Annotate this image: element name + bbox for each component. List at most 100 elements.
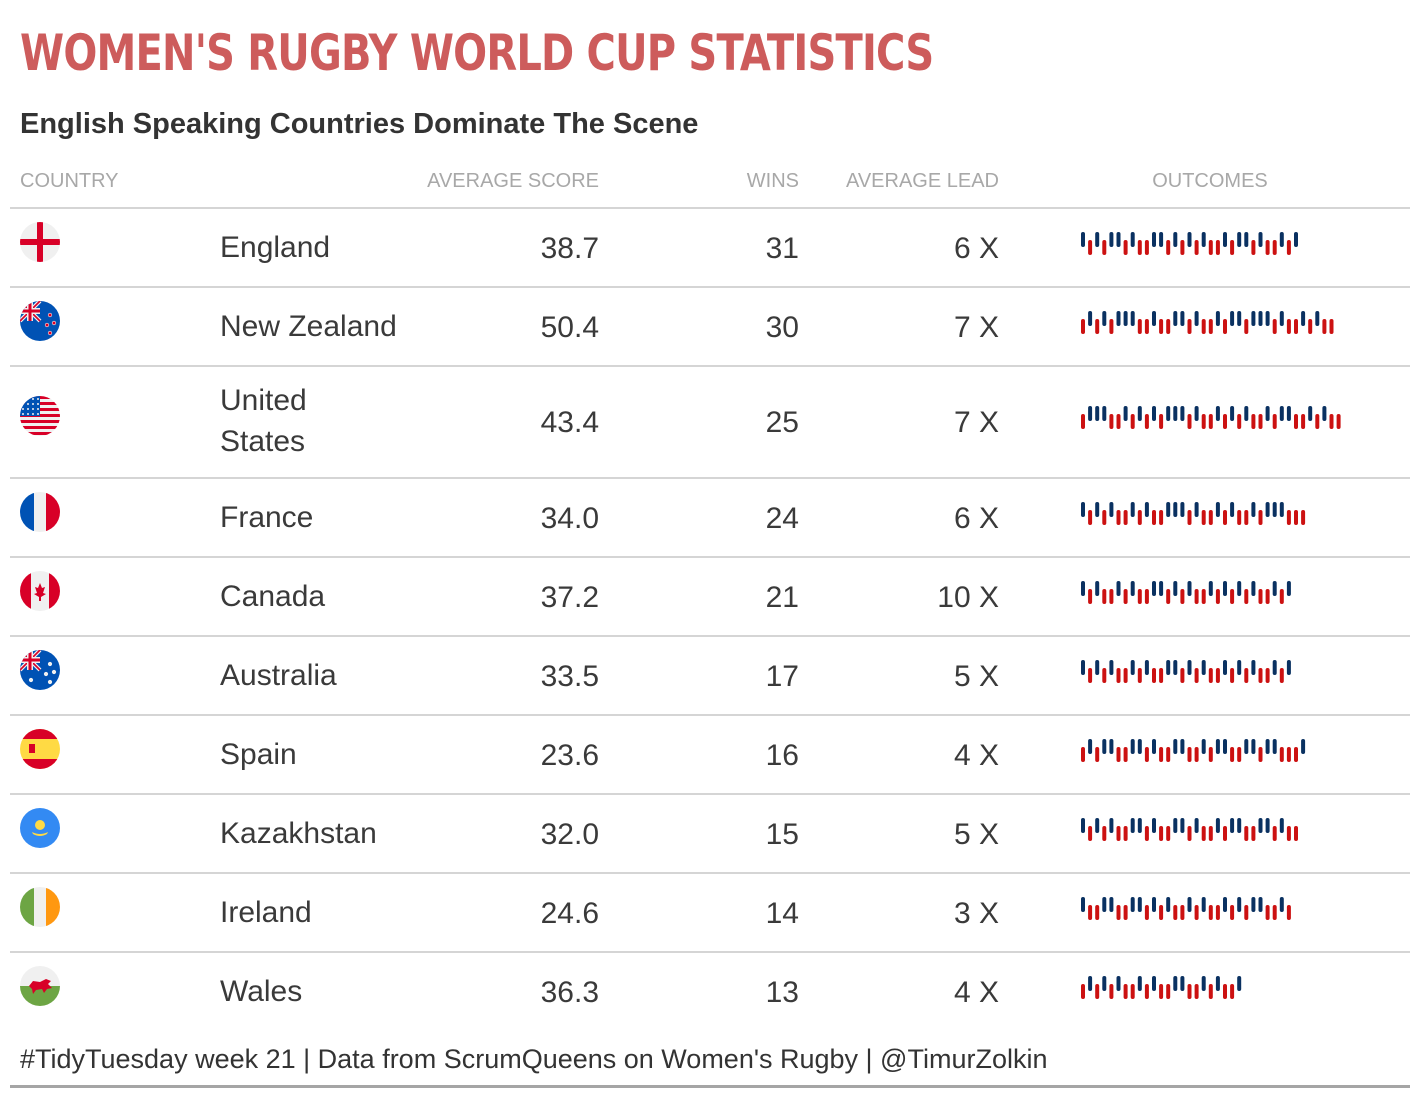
outcome-win-bar bbox=[1244, 739, 1249, 754]
outcome-win-bar bbox=[1279, 406, 1284, 421]
wins-value: 17 bbox=[765, 660, 799, 693]
row-divider bbox=[10, 793, 1410, 795]
outcome-win-bar bbox=[1279, 897, 1284, 912]
country-name: England bbox=[220, 231, 331, 264]
outcome-win-bar bbox=[1152, 818, 1156, 833]
outcome-win-bar bbox=[1315, 311, 1320, 326]
outcome-loss-bar bbox=[1137, 319, 1142, 334]
outcome-win-bar bbox=[1187, 581, 1192, 596]
outcome-loss-bar bbox=[1116, 668, 1121, 683]
outcome-win-bar bbox=[1130, 581, 1135, 596]
outcome-win-bar bbox=[1230, 311, 1235, 326]
country-name: France bbox=[220, 501, 314, 534]
outcome-loss-bar bbox=[1265, 240, 1270, 255]
outcome-win-bar bbox=[1187, 660, 1192, 675]
outcome-win-bar bbox=[1251, 660, 1256, 675]
outcome-loss-bar bbox=[1088, 905, 1093, 920]
outcome-loss-bar bbox=[1223, 510, 1227, 525]
average-score-value: 32.0 bbox=[540, 818, 599, 851]
outcome-loss-bar bbox=[1144, 589, 1149, 604]
outcome-loss-bar bbox=[1265, 668, 1270, 683]
country-name: Canada bbox=[220, 580, 326, 613]
outcome-loss-bar bbox=[1088, 668, 1093, 683]
outcome-loss-bar bbox=[1123, 747, 1128, 762]
outcome-win-bar bbox=[1173, 976, 1178, 991]
outcome-loss-bar bbox=[1258, 668, 1263, 683]
outcome-win-bar bbox=[1251, 739, 1256, 754]
outcome-loss-bar bbox=[1123, 510, 1128, 525]
outcome-win-bar bbox=[1201, 660, 1206, 675]
outcome-loss-bar bbox=[1201, 319, 1206, 334]
outcome-loss-bar bbox=[1137, 510, 1142, 525]
outcome-win-bar bbox=[1173, 502, 1178, 517]
row-divider bbox=[10, 477, 1410, 479]
outcome-win-bar bbox=[1081, 897, 1085, 912]
outcome-win-bar bbox=[1095, 660, 1100, 675]
outcome-loss-bar bbox=[1194, 905, 1199, 920]
outcome-win-bar bbox=[1265, 311, 1270, 326]
outcome-win-bar bbox=[1215, 739, 1220, 754]
outcome-win-bar bbox=[1173, 739, 1178, 754]
outcome-loss-bar bbox=[1166, 826, 1171, 841]
outcome-loss-bar bbox=[1244, 826, 1249, 841]
outcome-loss-bar bbox=[1102, 510, 1107, 525]
outcome-win-bar bbox=[1223, 897, 1227, 912]
outcomes-sparkline bbox=[1081, 660, 1291, 683]
outcome-win-bar bbox=[1215, 502, 1220, 517]
outcome-win-bar bbox=[1095, 581, 1100, 596]
outcome-loss-bar bbox=[1230, 240, 1235, 255]
outcome-win-bar bbox=[1208, 581, 1213, 596]
outcome-loss-bar bbox=[1137, 668, 1142, 683]
outcome-loss-bar bbox=[1081, 414, 1085, 429]
country-name: Wales bbox=[220, 975, 303, 1008]
outcome-loss-bar bbox=[1201, 826, 1206, 841]
outcome-win-bar bbox=[1223, 660, 1227, 675]
table-row: Spain 23.6 16 4 X bbox=[10, 715, 1410, 794]
outcome-loss-bar bbox=[1144, 414, 1149, 429]
outcome-win-bar bbox=[1180, 739, 1185, 754]
outcome-win-bar bbox=[1215, 818, 1220, 833]
outcome-win-bar bbox=[1109, 502, 1114, 517]
average-score-value: 33.5 bbox=[540, 660, 599, 693]
outcome-loss-bar bbox=[1173, 905, 1178, 920]
outcome-loss-bar bbox=[1294, 826, 1298, 841]
outcome-loss-bar bbox=[1294, 510, 1298, 525]
outcome-win-bar bbox=[1294, 232, 1298, 247]
outcomes-sparkline bbox=[1081, 818, 1298, 841]
outcome-loss-bar bbox=[1187, 510, 1192, 525]
outcome-loss-bar bbox=[1095, 319, 1100, 334]
outcome-loss-bar bbox=[1237, 747, 1242, 762]
outcome-loss-bar bbox=[1301, 510, 1306, 525]
average-score-value: 23.6 bbox=[540, 739, 599, 772]
outcome-loss-bar bbox=[1265, 905, 1270, 920]
outcome-win-bar bbox=[1081, 232, 1085, 247]
outcome-win-bar bbox=[1180, 502, 1185, 517]
outcome-win-bar bbox=[1258, 897, 1263, 912]
outcome-win-bar bbox=[1308, 406, 1313, 421]
header-wins: WINS bbox=[746, 170, 799, 192]
outcome-win-bar bbox=[1130, 502, 1135, 517]
outcome-win-bar bbox=[1095, 232, 1100, 247]
outcome-win-bar bbox=[1180, 818, 1185, 833]
outcome-loss-bar bbox=[1088, 589, 1093, 604]
outcome-loss-bar bbox=[1322, 319, 1327, 334]
outcome-win-bar bbox=[1088, 739, 1093, 754]
outcome-win-bar bbox=[1173, 232, 1178, 247]
outcome-loss-bar bbox=[1109, 589, 1114, 604]
outcome-loss-bar bbox=[1116, 826, 1121, 841]
outcome-loss-bar bbox=[1251, 240, 1256, 255]
outcome-loss-bar bbox=[1201, 589, 1206, 604]
outcomes-sparkline bbox=[1081, 976, 1242, 999]
outcome-loss-bar bbox=[1109, 984, 1114, 999]
outcome-loss-bar bbox=[1265, 589, 1270, 604]
outcome-win-bar bbox=[1258, 311, 1263, 326]
outcomes-cell bbox=[1080, 818, 1350, 848]
outcome-win-bar bbox=[1265, 406, 1270, 421]
outcome-loss-bar bbox=[1272, 905, 1277, 920]
ireland-flag-icon bbox=[20, 887, 60, 927]
outcome-loss-bar bbox=[1223, 984, 1227, 999]
average-lead-value: 4 X bbox=[953, 976, 999, 1009]
outcome-win-bar bbox=[1130, 897, 1135, 912]
outcome-win-bar bbox=[1223, 739, 1227, 754]
average-score-value: 34.0 bbox=[540, 502, 599, 535]
